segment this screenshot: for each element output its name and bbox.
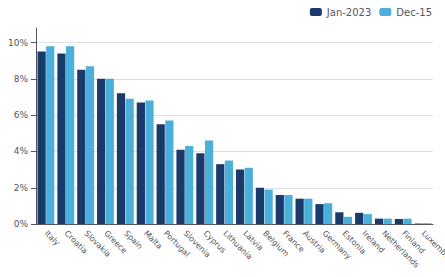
svg-text:4%: 4% <box>14 146 29 156</box>
svg-text:Croatia: Croatia <box>62 228 90 256</box>
svg-text:Lithuania: Lithuania <box>221 228 254 262</box>
svg-text:Latvia: Latvia <box>241 229 265 253</box>
svg-text:Malta: Malta <box>142 229 164 251</box>
svg-text:6%: 6% <box>14 110 29 120</box>
svg-text:10%: 10% <box>8 38 28 48</box>
svg-text:Slovakia: Slovakia <box>82 228 113 259</box>
svg-text:Spain: Spain <box>122 229 144 251</box>
svg-text:France: France <box>280 228 307 255</box>
svg-text:Ireland: Ireland <box>360 228 387 255</box>
svg-text:Dec-15: Dec-15 <box>396 7 432 18</box>
svg-text:Finland: Finland <box>400 228 427 256</box>
svg-text:0%: 0% <box>14 219 29 229</box>
svg-text:Netherlands: Netherlands <box>380 228 421 270</box>
svg-text:8%: 8% <box>14 74 29 84</box>
svg-text:Belgium: Belgium <box>261 228 291 259</box>
svg-text:Greece: Greece <box>102 228 129 256</box>
svg-text:Estonia: Estonia <box>340 228 368 257</box>
svg-text:Portugal: Portugal <box>161 228 192 259</box>
svg-text:Slovenia: Slovenia <box>181 228 213 260</box>
svg-text:2%: 2% <box>14 183 29 193</box>
svg-text:Germany: Germany <box>320 228 353 262</box>
svg-text:Italy: Italy <box>43 229 62 248</box>
svg-text:Austria: Austria <box>300 228 328 256</box>
svg-text:Jan-2023: Jan-2023 <box>326 7 371 18</box>
svg-text:Cyprus: Cyprus <box>201 228 228 255</box>
svg-text:Luxembourg: Luxembourg <box>420 229 445 271</box>
